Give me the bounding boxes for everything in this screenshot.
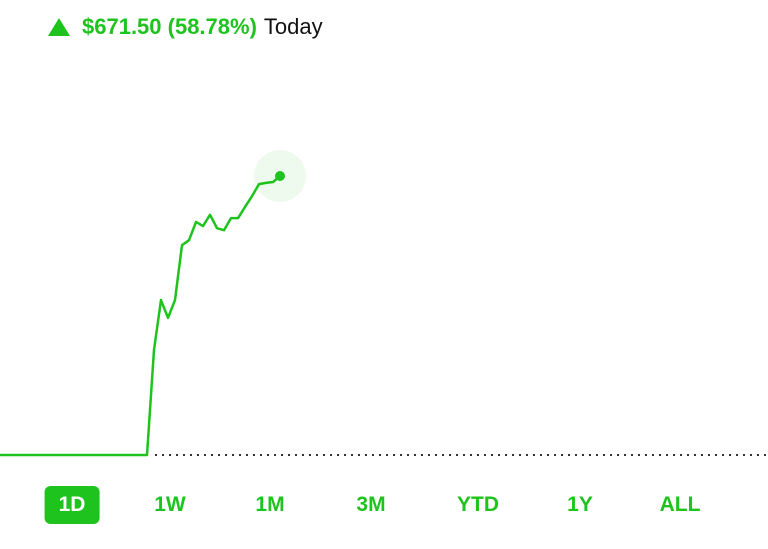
range-tab[interactable]: 1D [44,486,100,524]
period: Today [263,14,323,39]
range-tab[interactable]: YTD [457,493,499,516]
price-line [0,175,281,457]
range-tab[interactable]: 1W [154,493,186,516]
range-tab[interactable]: 3M [356,493,386,516]
range-tab[interactable]: 1Y [567,493,593,516]
header: $671.50 (58.78%) Today [48,14,323,40]
change: $671.50 (58.78%) [82,14,257,39]
range-tab[interactable]: 1M [255,493,285,516]
current-point [275,171,285,181]
up-arrow [48,18,70,36]
range-tabs: 1D 1W 1M 3M YTD 1Y ALL [0,486,768,526]
chart [0,150,768,457]
range-tab[interactable]: ALL [659,493,701,516]
